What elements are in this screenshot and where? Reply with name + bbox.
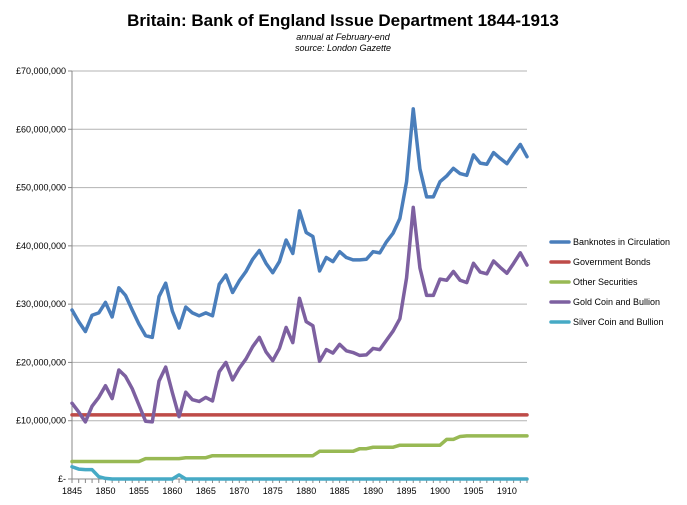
y-tick-label: £- xyxy=(58,474,66,484)
x-tick-label: 1860 xyxy=(162,486,182,496)
x-tick-label: 1885 xyxy=(330,486,350,496)
legend-label-banknotes-in-circulation: Banknotes in Circulation xyxy=(573,237,670,247)
y-tick-label: £50,000,000 xyxy=(16,183,66,193)
x-tick-label: 1855 xyxy=(129,486,149,496)
x-tick-label: 1865 xyxy=(196,486,216,496)
series-line-silver-coin-and-bullion xyxy=(70,465,529,481)
chart-subtitle-line-2: source: London Gazette xyxy=(295,43,391,53)
series-layer xyxy=(70,107,529,481)
y-tick-label: £20,000,000 xyxy=(16,357,66,367)
y-tick-label: £30,000,000 xyxy=(16,299,66,309)
x-tick-label: 1870 xyxy=(229,486,249,496)
x-tick-label: 1875 xyxy=(263,486,283,496)
x-tick-label: 1900 xyxy=(430,486,450,496)
legend-label-government-bonds: Government Bonds xyxy=(573,257,651,267)
y-tick-label: £10,000,000 xyxy=(16,416,66,426)
legend-label-silver-coin-and-bullion: Silver Coin and Bullion xyxy=(573,317,664,327)
x-axis: 1845 1850 1855 1860 1865 1870 1875 1880 1885 1890… xyxy=(62,478,528,496)
x-tick-label: 1890 xyxy=(363,486,383,496)
legend-label-other-securities: Other Securities xyxy=(573,277,638,287)
y-tick-label: £70,000,000 xyxy=(16,66,66,76)
x-tick-label: 1910 xyxy=(497,486,517,496)
x-tick-label: 1850 xyxy=(95,486,115,496)
y-axis: £- £10,000,000 £20,000,000 £30,000,000 £40,0… xyxy=(16,66,73,484)
series-line-banknotes-in-circulation xyxy=(70,107,529,340)
series-line-gold-coin-and-bullion xyxy=(70,205,529,424)
legend: Banknotes in Circulation Government Bonds… xyxy=(549,237,670,327)
y-tick-label: £60,000,000 xyxy=(16,124,66,134)
x-tick-label: 1905 xyxy=(463,486,483,496)
x-tick-label: 1845 xyxy=(62,486,82,496)
gridlines xyxy=(72,70,527,422)
legend-label-gold-coin-and-bullion: Gold Coin and Bullion xyxy=(573,297,660,307)
x-tick-label: 1895 xyxy=(397,486,417,496)
y-tick-label: £40,000,000 xyxy=(16,241,66,251)
series-line-other-securities xyxy=(70,434,529,464)
chart-title: Britain: Bank of England Issue Departmen… xyxy=(127,11,559,30)
x-tick-label: 1880 xyxy=(296,486,316,496)
chart-subtitle-line-1: annual at February-end xyxy=(296,32,391,42)
